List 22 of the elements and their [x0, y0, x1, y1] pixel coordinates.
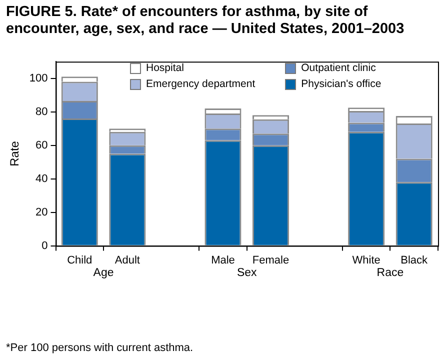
y-tick-label: 40 — [36, 172, 48, 185]
x-tick-label: Adult — [114, 254, 140, 266]
x-tick-label: Child — [67, 254, 92, 266]
y-tick-label: 100 — [29, 72, 48, 84]
y-tick-label: 0 — [42, 240, 48, 252]
y-axis-title: Rate — [8, 140, 22, 166]
chart-title: FIGURE 5. Rate* of encounters for asthma, by site of encounter, age, sex, and race — United States, 2001–2003 — [6, 4, 406, 38]
y-tick-label: 80 — [36, 106, 48, 118]
legend-label: Outpatient clinic — [301, 62, 376, 74]
text: *Per 100 persons with current asthma. — [6, 342, 194, 354]
x-tick-label: Male — [211, 254, 235, 266]
legend-label: Hospital — [146, 62, 184, 74]
y-tick-label: 60 — [36, 139, 48, 152]
text: Age — [93, 266, 114, 279]
x-tick-label: Black — [400, 254, 428, 266]
y-tick-label: 20 — [36, 206, 48, 218]
x-tick-label: Female — [252, 254, 290, 266]
text: Sex — [236, 266, 257, 279]
x-tick-label: White — [352, 254, 380, 266]
legend-label: Emergency department — [146, 78, 256, 90]
legend-label: Physician's office — [301, 78, 382, 90]
text: Race — [376, 266, 404, 279]
